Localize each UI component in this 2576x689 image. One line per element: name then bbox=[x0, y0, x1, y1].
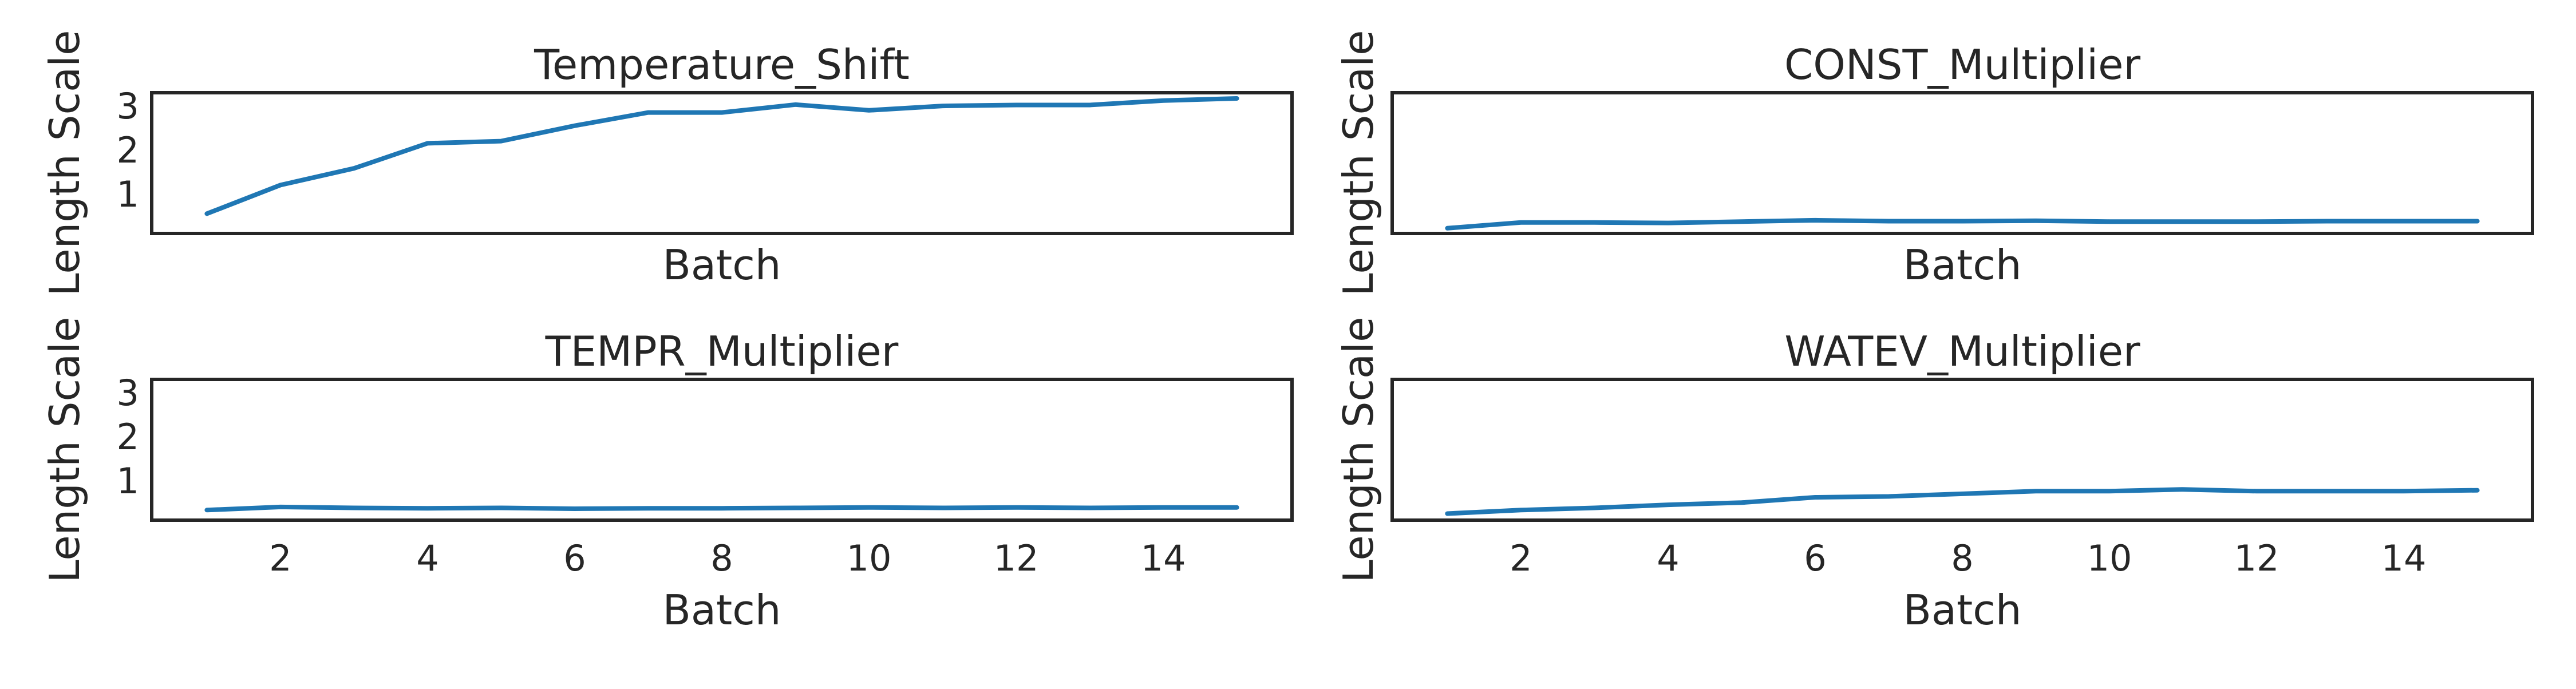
panel-3-xtick-label: 2 bbox=[269, 537, 291, 579]
panel-4-xtick-label: 10 bbox=[2087, 537, 2132, 579]
panel-4-xtick-label: 12 bbox=[2234, 537, 2279, 579]
panel-1-ytick-label: 3 bbox=[117, 85, 139, 127]
panel-2-series-line-1 bbox=[1445, 217, 2480, 231]
panel-2-ylabel: Length Scale bbox=[1334, 30, 1382, 296]
panel-3-ytick-label: 3 bbox=[117, 372, 139, 414]
panel-1-series-line-1 bbox=[204, 96, 1239, 216]
panel-3-xlabel: Batch bbox=[663, 586, 781, 634]
panel-2-frame bbox=[1390, 91, 2534, 235]
panel-3-ytick-label: 2 bbox=[117, 416, 139, 458]
panel-1-title: Temperature_Shift bbox=[534, 41, 910, 89]
panel-1-frame bbox=[150, 91, 1294, 235]
panel-4-xtick-label: 2 bbox=[1510, 537, 1532, 579]
panel-1-xlabel: Batch bbox=[663, 241, 781, 289]
panel-4-xtick-label: 14 bbox=[2381, 537, 2427, 579]
panel-4-series-line-1 bbox=[1445, 487, 2480, 516]
panel-4-xtick-label: 8 bbox=[1951, 537, 1973, 579]
panel-4-ylabel: Length Scale bbox=[1334, 317, 1382, 583]
panel-3-ytick-label: 1 bbox=[117, 460, 139, 502]
panel-1-ytick-label: 2 bbox=[117, 129, 139, 171]
panel-3-title: TEMPR_Multiplier bbox=[545, 327, 899, 375]
panel-4-xlabel: Batch bbox=[1903, 586, 2022, 634]
panel-3-frame bbox=[150, 378, 1294, 522]
panel-2-xlabel: Batch bbox=[1903, 241, 2022, 289]
panel-4-frame bbox=[1390, 378, 2534, 522]
panel-3-xtick-label: 10 bbox=[847, 537, 892, 579]
panel-3-xtick-label: 14 bbox=[1141, 537, 1186, 579]
panel-3-ylabel: Length Scale bbox=[41, 317, 89, 583]
panel-4-title: WATEV_Multiplier bbox=[1784, 327, 2140, 375]
panel-4-xtick-label: 4 bbox=[1657, 537, 1679, 579]
panel-2-title: CONST_Multiplier bbox=[1784, 41, 2140, 89]
panel-1-ylabel: Length Scale bbox=[41, 30, 89, 296]
panel-3-series-line-1 bbox=[204, 504, 1239, 513]
panel-3-xtick-label: 8 bbox=[710, 537, 733, 579]
panel-1-ytick-label: 1 bbox=[117, 173, 139, 215]
panel-3-xtick-label: 12 bbox=[994, 537, 1039, 579]
panel-3-xtick-label: 6 bbox=[563, 537, 586, 579]
panel-4-xtick-label: 6 bbox=[1804, 537, 1826, 579]
panel-3-xtick-label: 4 bbox=[416, 537, 438, 579]
